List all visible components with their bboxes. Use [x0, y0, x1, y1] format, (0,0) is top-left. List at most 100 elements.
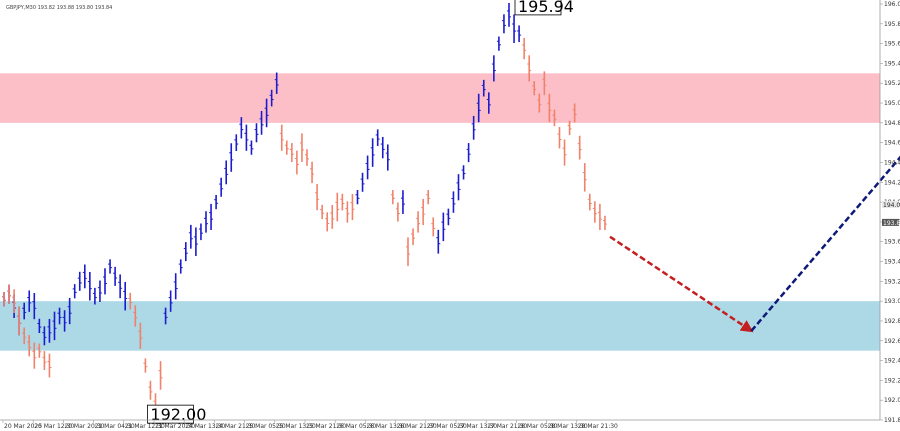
price-bar: [168, 290, 173, 312]
price-bar: [47, 353, 52, 378]
x-tick-label: 26 Mar 13:30: [366, 423, 406, 430]
x-tick-label: 27 Mar 13:30: [457, 423, 497, 430]
y-tick-label: 195.85: [884, 21, 900, 28]
price-bar: [305, 149, 309, 166]
price-bar: [123, 281, 128, 311]
price-bar: [597, 203, 602, 231]
price-bar: [340, 193, 345, 211]
y-tick-label: 192.25: [884, 377, 900, 384]
price-tag: 193.84: [882, 218, 900, 227]
price-bar: [577, 135, 582, 160]
price-bar: [552, 109, 557, 127]
price-bar: [330, 205, 335, 229]
x-tick-label: 21 Mar 12:30: [125, 423, 165, 430]
price-bar: [365, 155, 370, 180]
price-bar: [274, 72, 279, 94]
price-bar: [229, 143, 234, 172]
symbol-header: GBPJPY,M30 193.82 193.88 193.80 193.84: [6, 5, 112, 11]
price-bar: [17, 306, 22, 336]
price-bar: [320, 204, 325, 220]
price-bar: [572, 103, 577, 123]
price-bar: [224, 160, 229, 185]
price-bar: [118, 274, 123, 299]
forecast-arrows: [609, 155, 900, 333]
price-bar: [239, 117, 244, 139]
price-bar: [451, 191, 456, 213]
price-bar: [22, 302, 27, 320]
price-bar: [496, 36, 501, 51]
price-bar: [148, 380, 153, 400]
price-bar: [37, 318, 42, 334]
y-tick-label: 194.65: [884, 140, 900, 147]
price-bar: [517, 25, 522, 43]
x-tick-label: 20 Mar 2025: [4, 423, 42, 430]
support-zone: [0, 301, 880, 351]
price-bar: [522, 37, 527, 60]
price-bar: [47, 318, 52, 343]
y-tick-label: 192.45: [884, 358, 900, 365]
price-bar: [173, 273, 178, 300]
x-tick-label: 24 Mar 13:30: [185, 423, 225, 430]
y-tick-label: 194.85: [884, 120, 900, 127]
x-tick-label: 28 Mar 13:30: [548, 423, 588, 430]
price-bar: [315, 184, 320, 211]
y-tick-label: 194.25: [884, 179, 900, 186]
price-bar: [97, 280, 102, 302]
y-tick-label: 195.05: [884, 100, 900, 107]
price-callout: 192.00: [146, 404, 206, 424]
price-bar: [188, 224, 193, 249]
price-bar: [411, 228, 416, 246]
price-bar: [244, 124, 249, 151]
y-tick-label: 193.05: [884, 298, 900, 305]
price-bar: [476, 93, 481, 123]
price-bar: [355, 190, 360, 205]
x-tick-label: 20 Mar 12:30: [34, 423, 74, 430]
price-bar: [269, 89, 274, 107]
svg-text:193.84: 193.84: [883, 220, 900, 227]
price-bar: [602, 215, 607, 231]
price-bar: [441, 212, 446, 242]
x-tick-label: 20 Mar 20:30: [64, 423, 104, 430]
price-bars: [2, 3, 607, 418]
price-bar: [204, 211, 208, 233]
price-bar: [108, 259, 113, 274]
price-bar: [587, 193, 592, 211]
price-bar: [567, 120, 572, 135]
price-bar: [299, 133, 304, 162]
x-tick-label: 25 Mar 21:30: [306, 423, 346, 430]
price-bar: [209, 203, 214, 231]
callout-label: 192.00: [150, 405, 206, 424]
x-tick-label: 26 Mar 21:30: [397, 423, 437, 430]
price-bar: [87, 272, 92, 301]
price-callout: 195.94: [514, 0, 574, 16]
price-bar: [537, 93, 542, 113]
price-bar: [481, 79, 486, 97]
price-bar: [198, 223, 203, 241]
price-bar: [350, 193, 355, 221]
x-tick-label: 28 Mar 05:30: [517, 423, 557, 430]
y-tick-label: 192.05: [884, 397, 900, 404]
price-bar: [446, 208, 451, 226]
price-bar: [532, 81, 537, 96]
price-bar: [183, 242, 188, 262]
price-bar: [512, 14, 517, 44]
y-tick-label: 195.65: [884, 41, 900, 48]
price-bar: [92, 287, 97, 305]
x-tick-label: 25 Mar 05:30: [246, 423, 286, 430]
price-bar: [345, 201, 350, 223]
x-tick-label: 25 Mar 13:30: [276, 423, 316, 430]
price-tag: 194.02: [882, 201, 900, 209]
price-bar: [416, 211, 421, 233]
price-bar: [582, 163, 587, 192]
x-tick-label: 21 Mar 20:30: [155, 423, 195, 430]
price-bar: [27, 290, 32, 312]
y-tick-label: 193.65: [884, 239, 900, 246]
price-bar: [32, 293, 37, 320]
price-bar: [22, 327, 27, 345]
price-callouts: 195.94 192.00: [146, 0, 574, 424]
price-bar: [562, 139, 567, 166]
price-bar: [103, 268, 107, 295]
svg-text:194.02: 194.02: [883, 202, 900, 209]
y-tick-label: 193.25: [884, 278, 900, 285]
